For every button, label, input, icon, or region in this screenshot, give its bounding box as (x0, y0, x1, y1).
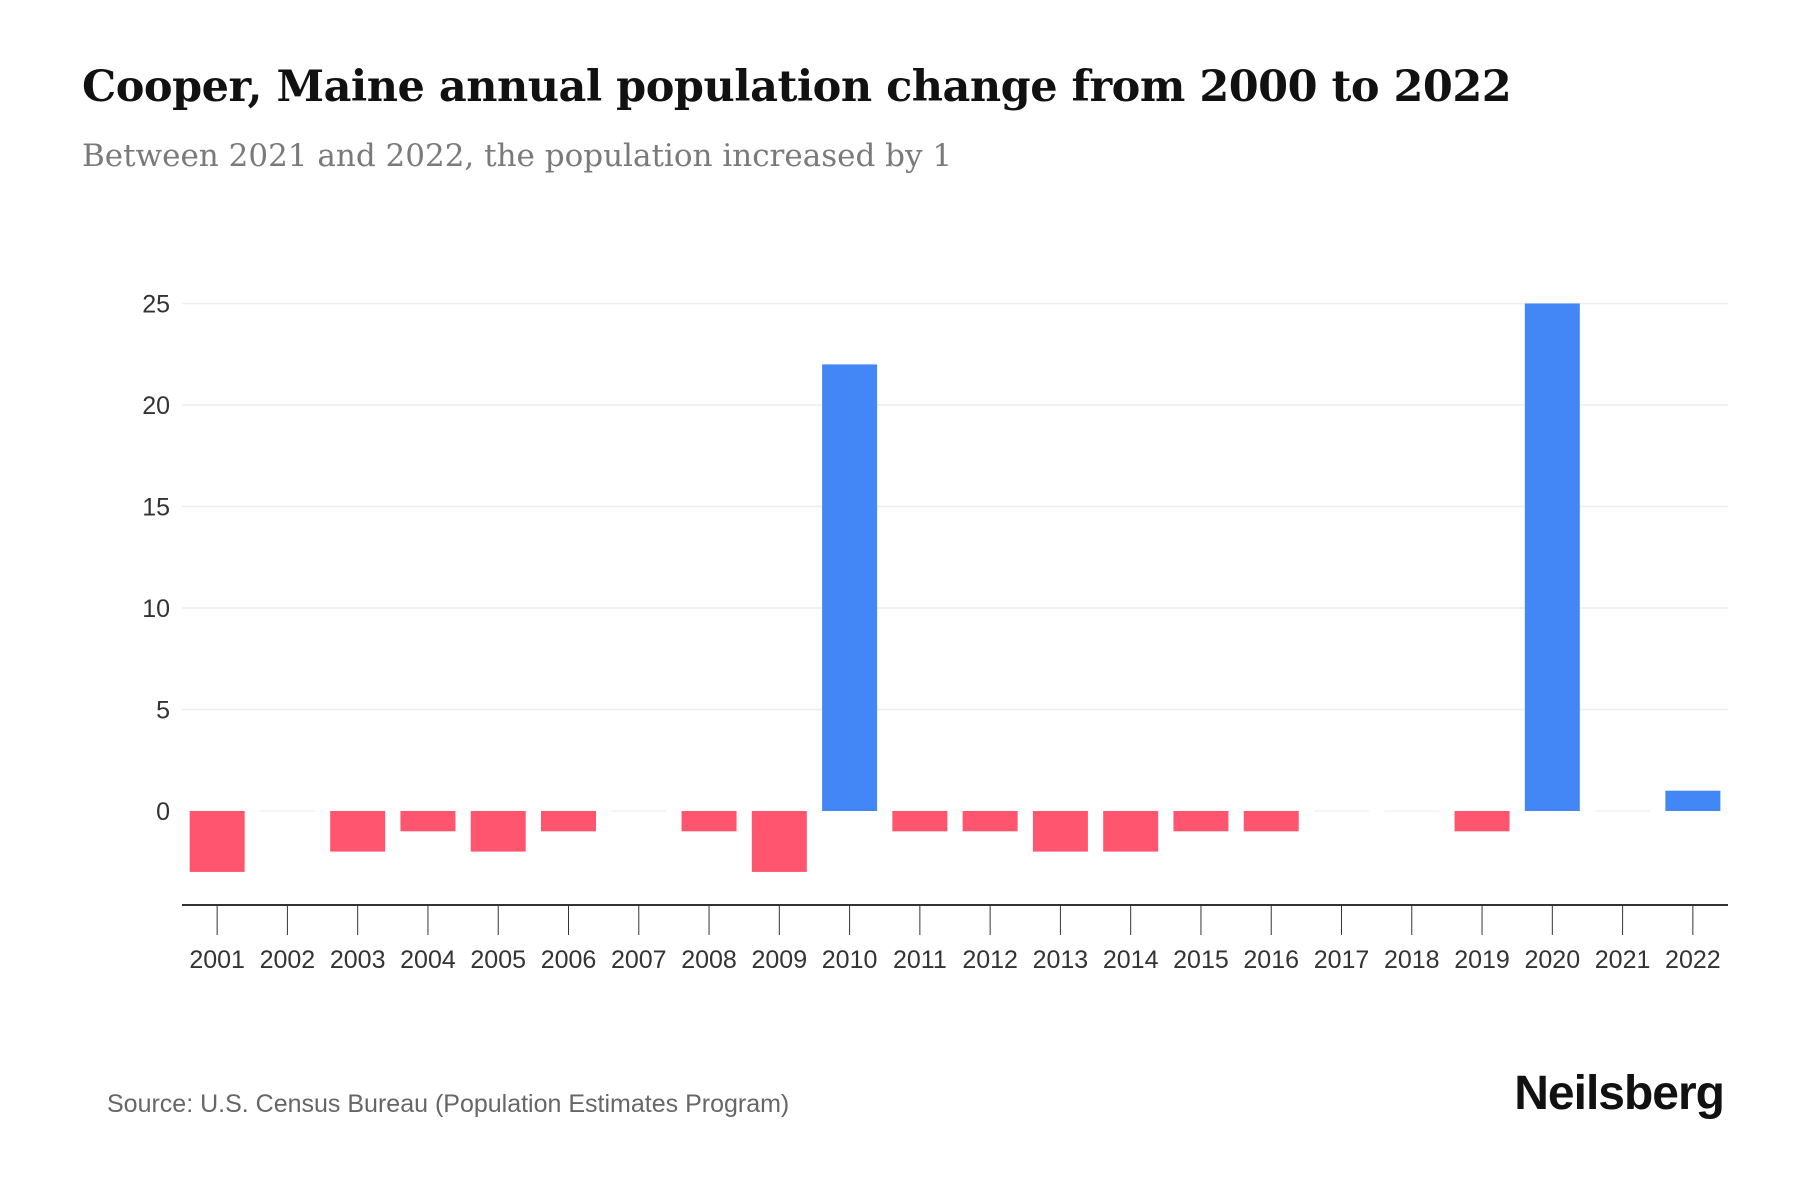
y-tick-label: 10 (142, 595, 170, 623)
bar-2011 (892, 811, 948, 832)
x-tick-label: 2005 (470, 946, 526, 974)
bar-2022 (1665, 790, 1721, 811)
neilsberg-logo: Neilsberg (1514, 1067, 1725, 1120)
bar-2020 (1524, 303, 1580, 811)
bar-2013 (1032, 811, 1088, 852)
bar-2006 (541, 811, 596, 832)
chart-subtitle: Between 2021 and 2022, the population in… (82, 138, 953, 174)
x-tick-label: 2012 (962, 946, 1018, 974)
x-tick-label: 2003 (330, 946, 386, 974)
x-tick-label: 2010 (822, 946, 878, 974)
x-tick-label: 2001 (189, 946, 245, 974)
bar-2010 (822, 364, 878, 811)
bar-2009 (751, 811, 807, 872)
x-tick-label: 2017 (1314, 946, 1370, 974)
bar-2004 (400, 811, 456, 832)
x-tick-label: 2015 (1173, 946, 1229, 974)
x-tick-label: 2020 (1525, 946, 1581, 974)
x-tick-label: 2007 (611, 946, 667, 974)
y-tick-label: 20 (142, 392, 170, 420)
y-tick-label: 15 (142, 494, 170, 522)
bar-2015 (1173, 811, 1229, 832)
x-tick-label: 2011 (893, 946, 947, 974)
bar-2012 (962, 811, 1018, 832)
bar-2019 (1454, 811, 1510, 832)
bar-2005 (470, 811, 526, 852)
x-tick-label: 2021 (1595, 946, 1651, 974)
x-tick-label: 2009 (752, 946, 808, 974)
x-tick-label: 2008 (681, 946, 737, 974)
x-tick-label: 2004 (400, 946, 456, 974)
source-note: Source: U.S. Census Bureau (Population E… (107, 1090, 790, 1118)
bar-2014 (1103, 811, 1159, 852)
x-tick-label: 2014 (1103, 946, 1159, 974)
bar-2016 (1243, 811, 1299, 832)
y-tick-label: 0 (156, 798, 170, 826)
bar-2001 (189, 811, 245, 872)
y-tick-label: 25 (142, 291, 170, 319)
chart-title: Cooper, Maine annual population change f… (82, 62, 1512, 112)
bar-2003 (330, 811, 386, 852)
x-tick-label: 2019 (1454, 946, 1510, 974)
x-tick-label: 2018 (1384, 946, 1440, 974)
x-tick-label: 2022 (1665, 946, 1721, 974)
bar-2008 (681, 811, 737, 832)
x-tick-label: 2013 (1033, 946, 1089, 974)
x-tick-label: 2016 (1243, 946, 1299, 974)
x-tick-label: 2002 (260, 946, 316, 974)
x-tick-label: 2006 (541, 946, 597, 974)
y-tick-label: 5 (156, 697, 170, 725)
